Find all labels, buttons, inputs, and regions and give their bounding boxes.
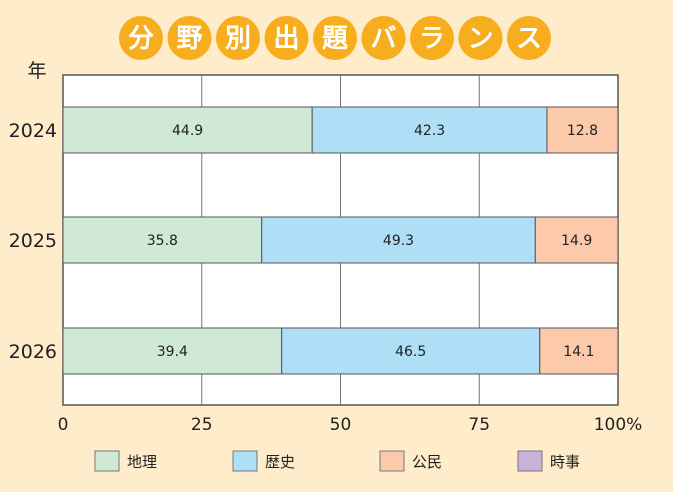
bar-value-label: 42.3 (414, 123, 445, 139)
title-char: ス (516, 24, 542, 54)
bar-segment (311, 106, 548, 154)
chart-title: 分野別出題バランス (119, 16, 551, 60)
x-tick-label: 25 (191, 415, 213, 435)
bar-segment (546, 106, 619, 154)
category-label: 2025 (9, 230, 57, 252)
bar-segment (539, 327, 619, 375)
legend-swatch (517, 450, 543, 472)
x-tick-label: 0 (58, 415, 69, 435)
legend-label: 公民 (412, 453, 442, 471)
bar-value-label: 14.9 (561, 233, 592, 249)
legend-label: 地理 (127, 453, 157, 471)
title-circle (458, 16, 503, 60)
bar-value-label: 46.5 (395, 344, 426, 360)
x-tick-label: 50 (330, 415, 352, 435)
bar-segment (62, 106, 313, 154)
legend-swatch (379, 450, 405, 472)
category-labels: 2024 2025 2026 (9, 120, 57, 363)
legend-label: 歴史 (265, 453, 295, 471)
legend-swatch (232, 450, 258, 472)
legend-label: 時事 (550, 453, 580, 471)
category-label: 2024 (9, 120, 57, 142)
title-char: 別 (225, 24, 251, 54)
legend: 地理 歴史 公民 時事 (94, 450, 580, 472)
bar-value-label: 14.1 (563, 344, 594, 360)
bar-value-label: 12.8 (567, 123, 598, 139)
bar-value-label: 49.3 (383, 233, 414, 249)
title-circle (264, 16, 309, 60)
x-tick-label: 75 (468, 415, 490, 435)
bar-value-label: 39.4 (157, 344, 188, 360)
bar-segment (261, 216, 536, 264)
category-label: 2026 (9, 341, 57, 363)
title-char: 題 (322, 24, 349, 54)
title-char: 出 (273, 24, 299, 54)
bar-value-label: 44.9 (172, 123, 203, 139)
title-char: バ (370, 24, 396, 54)
x-tick-labels: 0 25 50 75 100% (58, 415, 643, 435)
title-circle (410, 16, 454, 60)
title-circle (119, 16, 163, 60)
bar-series: 44.9 42.3 12.8 35.8 49.3 14.9 39.4 46.5 14.1 (62, 106, 619, 375)
title-circle (361, 16, 406, 60)
title-char: ン (467, 24, 493, 54)
y-axis-label: 年 (27, 60, 46, 82)
title-circle (216, 16, 260, 60)
title-char: 野 (176, 24, 202, 54)
title-circle (167, 16, 212, 60)
bar-segment (534, 216, 619, 264)
title-char: ラ (419, 24, 445, 54)
title-circle (507, 16, 551, 60)
legend-swatch (94, 450, 120, 472)
title-char: 分 (128, 24, 154, 54)
title-circle (313, 16, 357, 60)
bar-segment (62, 327, 283, 375)
bar-value-label: 35.8 (147, 233, 178, 249)
x-tick-label: 100% (594, 415, 643, 435)
